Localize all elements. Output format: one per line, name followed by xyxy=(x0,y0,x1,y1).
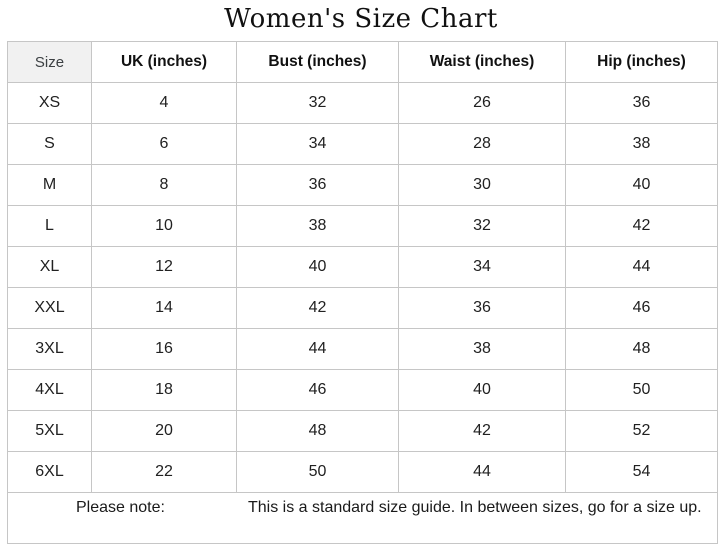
table-body: XS 4 32 26 36 S 6 34 28 38 M 8 36 30 40 L 10 38 32 42 XL 12 40… xyxy=(7,82,718,493)
cell-bust: 40 xyxy=(236,246,399,288)
footer-note-label: Please note: xyxy=(76,499,165,516)
cell-hip: 44 xyxy=(565,246,718,288)
cell-uk: 20 xyxy=(91,410,237,452)
table-header-row: Size UK (inches) Bust (inches) Waist (in… xyxy=(7,41,718,83)
size-chart-table: Size UK (inches) Bust (inches) Waist (in… xyxy=(7,41,718,544)
cell-hip: 36 xyxy=(565,82,718,124)
cell-uk: 16 xyxy=(91,328,237,370)
cell-size: XL xyxy=(7,246,92,288)
cell-bust: 42 xyxy=(236,287,399,329)
column-header-size: Size xyxy=(7,41,92,83)
table-row: 3XL 16 44 38 48 xyxy=(7,328,718,370)
table-row: XXL 14 42 36 46 xyxy=(7,287,718,329)
cell-waist: 36 xyxy=(398,287,566,329)
cell-waist: 30 xyxy=(398,164,566,206)
cell-size: XS xyxy=(7,82,92,124)
footer-note-cell: Please note: This is a standard size guid… xyxy=(7,492,718,544)
page-title: Women's Size Chart xyxy=(224,4,498,34)
cell-bust: 32 xyxy=(236,82,399,124)
cell-hip: 52 xyxy=(565,410,718,452)
cell-hip: 50 xyxy=(565,369,718,411)
table-row: XL 12 40 34 44 xyxy=(7,246,718,288)
cell-bust: 50 xyxy=(236,451,399,493)
cell-waist: 40 xyxy=(398,369,566,411)
table-row: XS 4 32 26 36 xyxy=(7,82,718,124)
cell-waist: 32 xyxy=(398,205,566,247)
cell-waist: 38 xyxy=(398,328,566,370)
cell-size: M xyxy=(7,164,92,206)
cell-uk: 4 xyxy=(91,82,237,124)
cell-size: S xyxy=(7,123,92,165)
footer-note-text: This is a standard size guide. In betwee… xyxy=(248,499,702,516)
cell-uk: 8 xyxy=(91,164,237,206)
column-header-uk: UK (inches) xyxy=(91,41,237,83)
table-row: 5XL 20 48 42 52 xyxy=(7,410,718,452)
cell-uk: 18 xyxy=(91,369,237,411)
cell-bust: 36 xyxy=(236,164,399,206)
table-row: S 6 34 28 38 xyxy=(7,123,718,165)
cell-waist: 28 xyxy=(398,123,566,165)
cell-size: 4XL xyxy=(7,369,92,411)
cell-hip: 38 xyxy=(565,123,718,165)
cell-hip: 46 xyxy=(565,287,718,329)
cell-hip: 48 xyxy=(565,328,718,370)
table-row: M 8 36 30 40 xyxy=(7,164,718,206)
column-header-waist: Waist (inches) xyxy=(398,41,566,83)
cell-uk: 14 xyxy=(91,287,237,329)
footer-note-row: Please note: This is a standard size guid… xyxy=(7,492,718,544)
size-chart-table-container: Size UK (inches) Bust (inches) Waist (in… xyxy=(7,41,718,544)
cell-bust: 44 xyxy=(236,328,399,370)
cell-size: 6XL xyxy=(7,451,92,493)
cell-hip: 40 xyxy=(565,164,718,206)
cell-waist: 34 xyxy=(398,246,566,288)
cell-bust: 38 xyxy=(236,205,399,247)
table-row: 6XL 22 50 44 54 xyxy=(7,451,718,493)
cell-waist: 26 xyxy=(398,82,566,124)
table-row: 4XL 18 46 40 50 xyxy=(7,369,718,411)
cell-size: XXL xyxy=(7,287,92,329)
cell-uk: 10 xyxy=(91,205,237,247)
cell-uk: 22 xyxy=(91,451,237,493)
table-row: L 10 38 32 42 xyxy=(7,205,718,247)
cell-size: 3XL xyxy=(7,328,92,370)
column-header-hip: Hip (inches) xyxy=(565,41,718,83)
cell-hip: 42 xyxy=(565,205,718,247)
cell-bust: 48 xyxy=(236,410,399,452)
cell-size: 5XL xyxy=(7,410,92,452)
cell-waist: 42 xyxy=(398,410,566,452)
cell-waist: 44 xyxy=(398,451,566,493)
cell-bust: 34 xyxy=(236,123,399,165)
cell-uk: 6 xyxy=(91,123,237,165)
cell-size: L xyxy=(7,205,92,247)
column-header-bust: Bust (inches) xyxy=(236,41,399,83)
cell-hip: 54 xyxy=(565,451,718,493)
cell-bust: 46 xyxy=(236,369,399,411)
cell-uk: 12 xyxy=(91,246,237,288)
